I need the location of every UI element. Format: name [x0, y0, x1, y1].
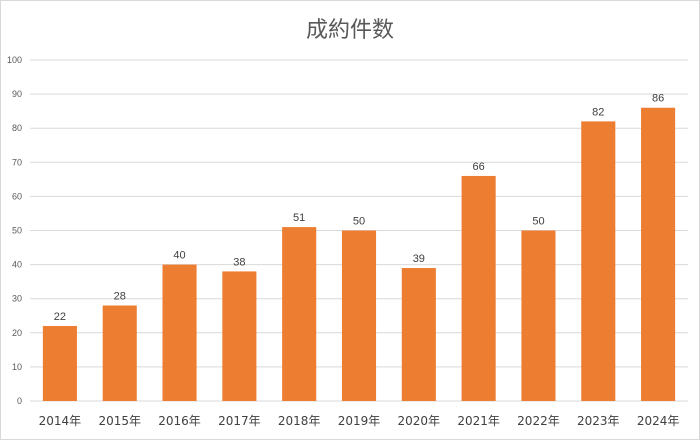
bar [282, 227, 317, 401]
bars [42, 107, 676, 402]
chart-title: 成約件数 [305, 18, 394, 43]
y-tick-label: 100 [7, 55, 22, 65]
y-tick-label: 60 [12, 191, 22, 201]
bar [581, 121, 616, 401]
data-label: 66 [473, 161, 485, 173]
bar [162, 264, 197, 401]
bar [102, 305, 137, 401]
x-axis-category-labels: 2014年 2015年 2016年 2017年 2018年 2019年 2020年 2021年… [39, 414, 680, 428]
x-category-label: 2016年 [158, 414, 201, 428]
bar [42, 325, 77, 401]
y-tick-label: 90 [12, 89, 22, 99]
data-label: 39 [413, 253, 425, 265]
x-category-label: 2020年 [398, 414, 441, 428]
data-label: 82 [592, 106, 604, 118]
bar [401, 268, 436, 401]
data-label: 40 [173, 250, 185, 262]
bar [341, 230, 377, 401]
x-category-label: 2014年 [39, 414, 82, 428]
bar [641, 107, 676, 402]
data-label: 28 [114, 291, 126, 303]
y-tick-label: 70 [12, 157, 22, 167]
x-category-label: 2018年 [278, 414, 321, 428]
data-label: 51 [293, 212, 305, 224]
data-label: 50 [353, 216, 365, 228]
y-tick-label: 30 [12, 294, 22, 304]
y-tick-label: 0 [17, 396, 22, 406]
y-tick-label: 50 [12, 226, 22, 236]
data-label: 86 [652, 93, 664, 105]
bar [222, 271, 257, 401]
bar [461, 175, 496, 401]
y-tick-label: 20 [12, 328, 22, 338]
data-label: 38 [233, 256, 245, 268]
x-category-label: 2015年 [98, 414, 141, 428]
x-category-label: 2017年 [218, 414, 261, 428]
x-category-label: 2021年 [457, 414, 500, 428]
data-labels: 22 28 40 38 51 50 39 66 50 82 86 [54, 93, 664, 323]
x-category-label: 2023年 [577, 414, 620, 428]
y-tick-label: 80 [12, 123, 22, 133]
y-tick-label: 10 [12, 362, 22, 372]
x-category-label: 2024年 [637, 414, 680, 428]
bar [521, 230, 556, 401]
data-label: 50 [532, 216, 544, 228]
x-category-label: 2022年 [517, 414, 560, 428]
x-category-label: 2019年 [338, 414, 381, 428]
y-axis-tick-labels: 0 10 20 30 40 50 60 70 80 90 100 [7, 55, 22, 406]
y-tick-label: 40 [12, 260, 22, 270]
data-label: 22 [54, 311, 66, 323]
